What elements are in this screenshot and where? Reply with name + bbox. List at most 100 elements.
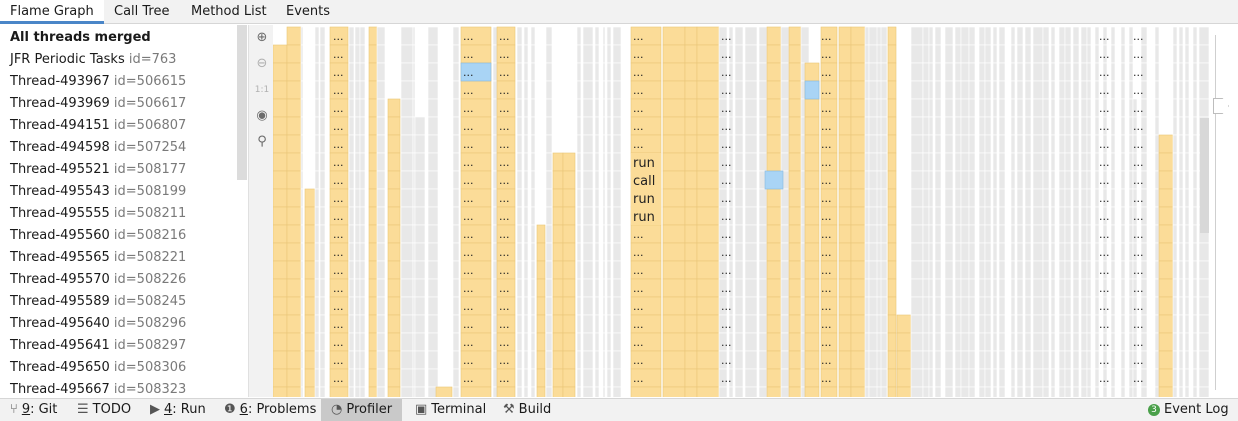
- flame-frame[interactable]: [530, 314, 536, 334]
- flame-frame[interactable]: [414, 296, 426, 316]
- flame-frame[interactable]: [576, 26, 582, 46]
- flame-frame[interactable]: [960, 44, 970, 64]
- flame-frame[interactable]: [734, 116, 744, 136]
- flame-frame[interactable]: [910, 188, 924, 208]
- flame-frame[interactable]: [602, 314, 606, 334]
- flame-frame[interactable]: [1080, 44, 1088, 64]
- flame-frame[interactable]: [1110, 152, 1116, 172]
- flame-frame[interactable]: [286, 368, 302, 388]
- flame-frame[interactable]: [304, 188, 316, 208]
- flame-frame[interactable]: [1016, 44, 1024, 64]
- flame-frame[interactable]: [273, 350, 288, 370]
- flame-frame[interactable]: [1064, 314, 1072, 334]
- flame-frame[interactable]: [968, 80, 976, 100]
- flame-frame[interactable]: [998, 62, 1006, 82]
- flame-frame[interactable]: [552, 314, 564, 334]
- flame-frame[interactable]: [758, 296, 768, 316]
- flame-frame[interactable]: [1158, 260, 1174, 280]
- flame-frame[interactable]: [516, 98, 523, 118]
- flame-frame[interactable]: [414, 386, 426, 397]
- flame-frame[interactable]: [300, 260, 304, 280]
- flame-frame[interactable]: [922, 98, 930, 118]
- flame-frame[interactable]: [523, 350, 529, 370]
- flame-frame[interactable]: [1172, 224, 1178, 244]
- flame-frame[interactable]: [910, 242, 924, 262]
- flame-frame[interactable]: [1080, 368, 1088, 388]
- flame-frame[interactable]: [612, 152, 622, 172]
- flame-frame[interactable]: [286, 62, 302, 82]
- flame-frame[interactable]: [766, 296, 782, 316]
- flame-frame[interactable]: [516, 314, 523, 334]
- flame-frame[interactable]: [1072, 152, 1080, 172]
- flame-frame[interactable]: [552, 152, 564, 172]
- flame-frame[interactable]: [944, 296, 954, 316]
- flame-frame[interactable]: [530, 26, 536, 46]
- flame-frame[interactable]: [978, 188, 986, 208]
- flame-frame[interactable]: [780, 98, 790, 118]
- flame-frame[interactable]: [286, 278, 302, 298]
- flame-frame[interactable]: [612, 26, 622, 46]
- flame-frame[interactable]: [562, 278, 576, 298]
- flame-frame[interactable]: [1154, 80, 1160, 100]
- thread-row[interactable]: Thread-495589 id=508245: [10, 291, 186, 313]
- flame-frame[interactable]: [562, 260, 576, 280]
- flame-frame[interactable]: [960, 332, 970, 352]
- flame-frame[interactable]: [1120, 62, 1126, 82]
- flame-frame[interactable]: [1198, 44, 1209, 64]
- flame-frame[interactable]: [1072, 314, 1080, 334]
- flame-frame[interactable]: [1120, 152, 1126, 172]
- flame-frame[interactable]: [1016, 314, 1024, 334]
- flame-frame[interactable]: [1172, 134, 1178, 154]
- flame-frame[interactable]: [319, 350, 326, 370]
- flame-frame[interactable]: [304, 314, 316, 334]
- flame-frame[interactable]: [1172, 62, 1178, 82]
- flame-frame[interactable]: [594, 62, 600, 82]
- flame-frame[interactable]: [602, 242, 606, 262]
- flame-frame[interactable]: [850, 116, 866, 136]
- flame-frame[interactable]: [804, 296, 820, 316]
- flame-frame[interactable]: [838, 98, 852, 118]
- flame-frame[interactable]: [594, 170, 600, 190]
- flame-frame[interactable]: [576, 80, 582, 100]
- flame-frame[interactable]: [612, 278, 622, 298]
- flame-frame[interactable]: [1042, 242, 1050, 262]
- flame-frame[interactable]: [734, 314, 744, 334]
- flame-frame[interactable]: [954, 98, 962, 118]
- flame-frame[interactable]: [804, 188, 820, 208]
- flame-frame[interactable]: [1158, 242, 1174, 262]
- flame-frame[interactable]: [545, 278, 553, 298]
- flame-frame[interactable]: [960, 350, 970, 370]
- flame-frame[interactable]: [910, 206, 924, 226]
- flame-frame[interactable]: [978, 224, 986, 244]
- flame-frame[interactable]: [1072, 206, 1080, 226]
- flame-frame[interactable]: [934, 224, 942, 244]
- flame-frame[interactable]: [1120, 296, 1126, 316]
- flame-frame[interactable]: [1192, 296, 1198, 316]
- flame-frame[interactable]: [545, 152, 553, 172]
- flame-frame[interactable]: [273, 44, 288, 64]
- flame-frame[interactable]: [286, 296, 302, 316]
- flame-frame[interactable]: [304, 332, 316, 352]
- flame-frame[interactable]: [780, 278, 790, 298]
- flame-frame[interactable]: [319, 368, 326, 388]
- flame-frame[interactable]: [662, 350, 686, 370]
- flame-frame[interactable]: [662, 278, 686, 298]
- flame-frame[interactable]: [696, 116, 720, 136]
- flame-frame[interactable]: [314, 134, 320, 154]
- flame-frame[interactable]: [576, 224, 582, 244]
- flame-frame[interactable]: [696, 314, 720, 334]
- flame-frame[interactable]: [359, 62, 366, 82]
- flame-frame[interactable]: [348, 368, 355, 388]
- flame-frame[interactable]: [788, 242, 802, 262]
- flame-frame[interactable]: [1042, 224, 1050, 244]
- flame-frame[interactable]: [992, 134, 998, 154]
- flame-frame[interactable]: [944, 224, 954, 244]
- flame-frame[interactable]: [1024, 62, 1032, 82]
- flame-frame[interactable]: [427, 242, 439, 262]
- search-icon[interactable]: ⚲: [257, 134, 267, 149]
- flame-frame[interactable]: [1024, 296, 1032, 316]
- flame-frame[interactable]: [696, 134, 720, 154]
- flame-frame[interactable]: [576, 242, 582, 262]
- flame-frame[interactable]: [314, 314, 320, 334]
- flame-frame[interactable]: [744, 116, 758, 136]
